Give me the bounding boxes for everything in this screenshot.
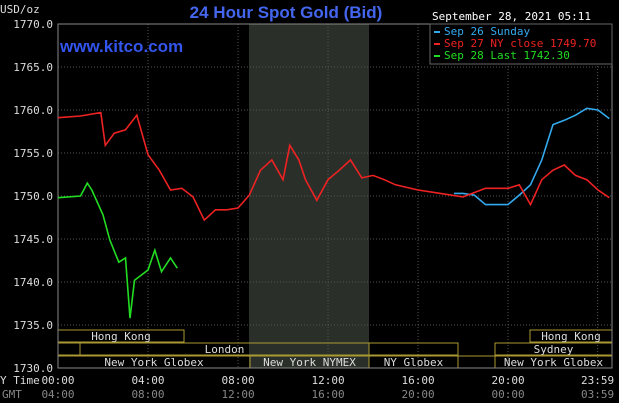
session-label: Hong Kong <box>91 330 151 343</box>
gmt-tick-label: 00:00 <box>491 388 524 401</box>
x-tick-label: 12:00 <box>311 374 344 387</box>
y-tick-label: 1770.0 <box>13 18 53 31</box>
gmt-label: GMT <box>2 388 22 401</box>
legend-label: Sep 26 Sunday <box>444 25 530 38</box>
gmt-tick-label: 08:00 <box>131 388 164 401</box>
gmt-tick-label: 20:00 <box>401 388 434 401</box>
session-shade <box>249 24 369 368</box>
y-unit: USD/oz <box>0 3 40 16</box>
session-label: Sydney <box>534 343 574 356</box>
y-tick-label: 1755.0 <box>13 147 53 160</box>
session-label: New York Globex <box>104 356 204 369</box>
plot-frame <box>57 23 613 369</box>
y-tick-label: 1740.0 <box>13 276 53 289</box>
session-box <box>79 342 370 356</box>
gmt-tick-label: 04:00 <box>41 388 74 401</box>
legend-box <box>429 23 613 65</box>
session-label: Hong Kong <box>541 330 601 343</box>
x-tick-label: 04:00 <box>131 374 164 387</box>
x-tick-label: 16:00 <box>401 374 434 387</box>
series-line <box>454 107 610 206</box>
series-line <box>57 181 178 319</box>
y-tick-label: 1745.0 <box>13 233 53 246</box>
session-label: NY Globex <box>384 356 444 369</box>
session-label: New York Globex <box>504 356 604 369</box>
series-line <box>57 111 610 222</box>
legend-label: Sep 27 NY close 1749.70 <box>444 37 596 50</box>
y-tick-label: 1750.0 <box>13 190 53 203</box>
x-label: Y Time <box>0 374 40 387</box>
y-tick-label: 1760.0 <box>13 104 53 117</box>
gmt-tick-label: 12:00 <box>221 388 254 401</box>
y-tick-label: 1735.0 <box>13 319 53 332</box>
timestamp: September 28, 2021 05:11 <box>432 10 591 23</box>
watermark: www.kitco.com <box>59 37 183 56</box>
gmt-tick-label: 16:00 <box>311 388 344 401</box>
x-tick-label: 00:00 <box>41 374 74 387</box>
y-tick-label: 1765.0 <box>13 61 53 74</box>
chart-title: 24 Hour Spot Gold (Bid) <box>190 3 383 22</box>
session-label: London <box>205 343 245 356</box>
y-tick-label: 1730.0 <box>13 362 53 375</box>
x-tick-label: 23:59 <box>581 374 614 387</box>
legend-label: Sep 28 Last 1742.30 <box>444 49 570 62</box>
x-tick-label: 20:00 <box>491 374 524 387</box>
gmt-tick-label: 03:59 <box>581 388 614 401</box>
x-tick-label: 08:00 <box>221 374 254 387</box>
session-label: New York NYMEX <box>263 356 356 369</box>
